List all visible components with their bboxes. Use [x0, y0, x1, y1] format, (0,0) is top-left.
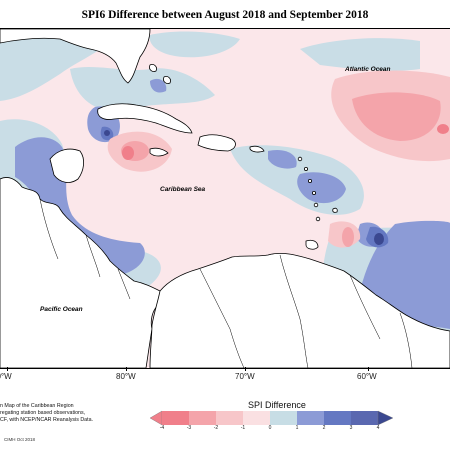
lon-tick-mark-2	[126, 367, 127, 371]
hispaniola	[197, 134, 236, 152]
legend-tick-label: 1	[295, 425, 299, 431]
legend-title: SPI Difference	[248, 400, 306, 410]
legend-tick-label: 2	[322, 425, 326, 431]
trinidad	[305, 239, 319, 250]
footnote-line: regating station based observations,	[0, 410, 86, 416]
bahamas	[149, 64, 157, 72]
label-pacific: Pacific Ocean	[40, 306, 83, 313]
map-canvas: Atlantic Ocean Caribbean Sea Pacific Oce…	[0, 29, 450, 368]
lesser-antilles-5	[313, 202, 319, 208]
legend-arrow-right	[377, 410, 394, 426]
legend-tick-label: -4	[159, 425, 165, 431]
legend-bin	[162, 411, 189, 425]
lon-tick-mark-3	[245, 367, 246, 371]
legend-bin	[351, 411, 378, 425]
land-masses	[0, 29, 450, 368]
lon-tick-mark-1	[7, 367, 8, 371]
legend-bin	[216, 411, 243, 425]
bahamas-2	[163, 76, 171, 84]
legend-tick-label: -3	[186, 425, 192, 431]
legend-bin	[270, 411, 297, 425]
cuba	[97, 103, 193, 134]
lon-tick-label: 60°W	[357, 372, 377, 381]
legend-tick-label: 0	[268, 425, 272, 431]
lesser-antilles-1	[297, 156, 303, 162]
lon-tick-label: 80°W	[116, 372, 136, 381]
legend-tick-label: -2	[213, 425, 219, 431]
barbados	[332, 207, 338, 213]
legend-tick-label: 3	[349, 425, 353, 431]
lesser-antilles-6	[315, 216, 321, 222]
legend-bin	[189, 411, 216, 425]
legend-tick-label: -1	[240, 425, 246, 431]
spi-darkest-blue-areas	[104, 130, 384, 245]
lesser-antilles-2	[303, 166, 308, 171]
label-atlantic: Atlantic Ocean	[344, 66, 391, 73]
lon-tick-mark-4	[368, 367, 369, 371]
footnote-line: n Map of the Caribbean Region	[0, 403, 74, 409]
puerto-rico	[249, 145, 265, 153]
legend-bin	[243, 411, 270, 425]
lon-tick-label: 70°W	[235, 372, 255, 381]
label-caribbean: Caribbean Sea	[160, 186, 206, 193]
legend-tick-label: 4	[376, 425, 380, 431]
legend-bin	[297, 411, 324, 425]
spi-red-areas	[122, 124, 449, 160]
map-panel: Atlantic Ocean Caribbean Sea Pacific Oce…	[0, 28, 450, 369]
lesser-antilles-3	[307, 178, 312, 183]
jamaica	[149, 147, 169, 157]
south-america	[149, 252, 450, 368]
yucatan	[49, 148, 84, 183]
footnote-line: CF, with NCEP/NCAR Reanalysis Data.	[0, 417, 94, 423]
lon-tick-label: 90°W	[0, 372, 12, 381]
country-borders	[39, 198, 413, 368]
legend-arrow-left	[150, 410, 163, 426]
credit-text: CIMH Oct 2018	[4, 437, 36, 442]
legend-colorbar	[150, 410, 394, 426]
florida	[0, 29, 151, 84]
lesser-antilles-4	[311, 190, 316, 195]
central-america	[0, 177, 163, 368]
legend-bin	[324, 411, 351, 425]
map-title: SPI6 Difference between August 2018 and …	[81, 9, 369, 21]
